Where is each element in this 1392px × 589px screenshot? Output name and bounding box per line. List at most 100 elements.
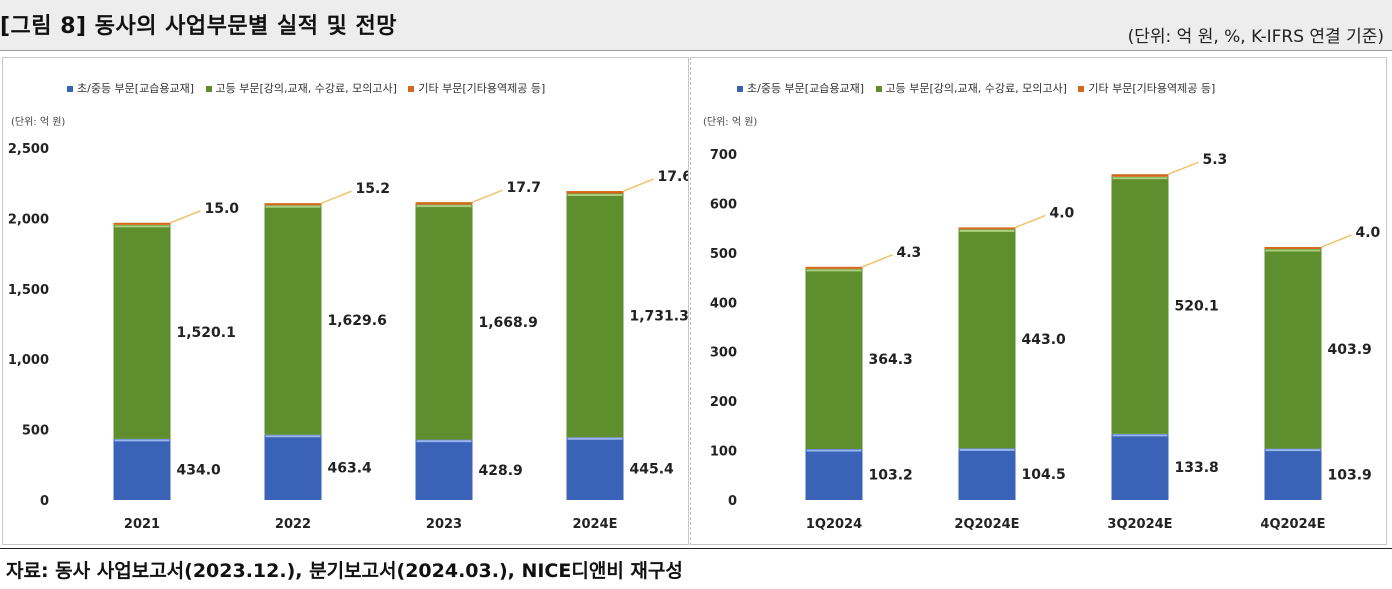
leader-line-other [862,254,893,268]
legend-label-high: 고등 부문[강의,교재, 수강료, 모의고사] [215,82,397,95]
data-label-other: 17.6 [658,169,689,185]
data-label-high: 443.0 [1022,332,1067,348]
bar-segment-high [566,193,624,438]
leader-line-other [170,210,201,224]
bar-segment-other [264,203,322,206]
data-label-high: 520.1 [1175,298,1219,314]
figure-header: [그림 8] 동사의 사업부문별 실적 및 전망 (단위: 억 원, %, K-… [0,0,1392,51]
quarterly-chart-svg: 0 100 200 300 400 500 600 700 103.2 364.3 4.3 1Q202… [710,148,1381,532]
leader-line-other [1321,234,1352,248]
bar-segment-high [113,224,171,439]
bar-segment-high [1111,176,1169,434]
bar-segment-other [1264,247,1322,250]
data-label-middle: 103.9 [1328,467,1372,483]
bar-segment-other [113,222,171,225]
y-tick-label: 500 [710,247,737,262]
data-label-middle: 463.4 [328,460,373,476]
leader-line-other [623,178,654,192]
data-label-high: 1,731.3 [630,308,689,324]
bottom-rule [0,548,1392,549]
legend-label-middle: 초/중등 부문[교습용교재] [77,82,194,95]
y-tick-label: 200 [710,395,737,410]
bar-segment-high [264,205,322,435]
leader-line-other [1168,161,1199,175]
source-note: 자료: 동사 사업보고서(2023.12.), 분기보고서(2024.03.),… [6,560,683,582]
bar-segment-other [958,227,1016,230]
data-label-other: 4.0 [1050,205,1075,221]
legend-item-other: 기타 부문[기타용역제공 등] [1078,80,1215,96]
y-tick-label: 600 [710,197,737,212]
data-label-other: 15.2 [356,181,391,197]
bar-segment-middle [958,448,1016,500]
data-label-other: 5.3 [1203,152,1228,168]
bar-segment-high [805,268,863,449]
legend-item-middle: 초/중등 부문[교습용교재] [67,80,194,96]
legend-swatch-middle [67,86,73,92]
y-tick-label: 400 [710,296,737,311]
leader-line-other [321,190,352,204]
legend-item-high: 고등 부문[강의,교재, 수강료, 모의고사] [205,80,397,96]
data-label-middle: 133.8 [1175,460,1219,476]
bar-segment-other [566,191,624,194]
bar-segment-middle [415,439,473,500]
bar-segment-high [1264,249,1322,449]
y-tick-label: 2,000 [8,212,49,227]
legend-label-high: 고등 부문[강의,교재, 수강료, 모의고사] [885,82,1067,95]
bar-segment-other [1111,174,1169,177]
x-tick-label: 1Q2024 [806,517,862,532]
legend-item-other: 기타 부문[기타용역제공 등] [408,80,545,96]
y-tick-label: 500 [22,424,49,439]
data-label-middle: 104.5 [1022,467,1066,483]
legend-swatch-middle [737,86,743,92]
y-tick-label: 1,000 [8,353,49,368]
data-label-middle: 445.4 [630,462,675,478]
y-tick-label: 0 [728,494,737,509]
x-tick-label: 2023 [426,517,462,532]
x-tick-label: 2024E [572,517,617,532]
data-label-middle: 103.2 [869,467,913,483]
annual-chart-svg: 0 500 1,000 1,500 2,000 2,500 434.0 1,520.1 15.0… [8,142,689,532]
x-tick-label: 2021 [124,517,160,532]
quarterly-chart-panel: 초/중등 부문[교습용교재] 고등 부문[강의,교재, 수강료, 모의고사] 기… [690,57,1387,545]
bar-segment-middle [113,438,171,500]
legend-item-middle: 초/중등 부문[교습용교재] [737,80,864,96]
quarterly-legend: 초/중등 부문[교습용교재] 고등 부문[강의,교재, 수강료, 모의고사] 기… [737,80,1223,96]
quarterly-unit-label: (단위: 억 원) [703,117,758,128]
bar-segment-other [805,266,863,269]
legend-label-other: 기타 부문[기타용역제공 등] [1088,82,1216,95]
leader-line-other [472,189,503,203]
y-tick-label: 2,500 [8,142,49,157]
x-tick-label: 2022 [275,517,311,532]
bar-segment-middle [566,437,624,500]
y-tick-label: 0 [40,494,49,509]
data-label-middle: 428.9 [479,463,523,479]
data-label-high: 1,668.9 [479,315,538,331]
bar-segment-other [415,202,473,205]
figure-title: [그림 8] 동사의 사업부문별 실적 및 전망 [0,14,397,39]
y-tick-label: 1,500 [8,283,49,298]
legend-item-high: 고등 부문[강의,교재, 수강료, 모의고사] [875,80,1067,96]
data-label-high: 1,520.1 [177,325,236,341]
y-tick-label: 300 [710,346,737,361]
x-tick-label: 2Q2024E [954,517,1019,532]
data-label-other: 4.0 [1356,225,1381,241]
y-tick-label: 700 [710,148,737,163]
unit-note: (단위: 억 원, %, K-IFRS 연결 기준) [1127,27,1384,47]
data-label-other: 17.7 [507,180,542,196]
annual-chart-panel: 초/중등 부문[교습용교재] 고등 부문[강의,교재, 수강료, 모의고사] 기… [2,57,689,545]
bar-segment-middle [1111,433,1169,500]
x-tick-label: 3Q2024E [1107,517,1172,532]
x-tick-label: 4Q2024E [1260,517,1325,532]
data-label-middle: 434.0 [177,462,222,478]
bar-segment-middle [805,448,863,500]
annual-unit-label: (단위: 억 원) [11,117,66,128]
leader-line-other [1015,214,1046,229]
bar-segment-high [958,229,1016,449]
data-label-other: 4.3 [897,245,922,261]
data-label-high: 403.9 [1328,342,1372,358]
legend-label-middle: 초/중등 부문[교습용교재] [747,82,864,95]
legend-swatch-other [1078,86,1085,92]
data-label-other: 15.0 [205,201,240,217]
data-label-high: 364.3 [869,352,913,368]
legend-swatch-high [205,86,212,92]
